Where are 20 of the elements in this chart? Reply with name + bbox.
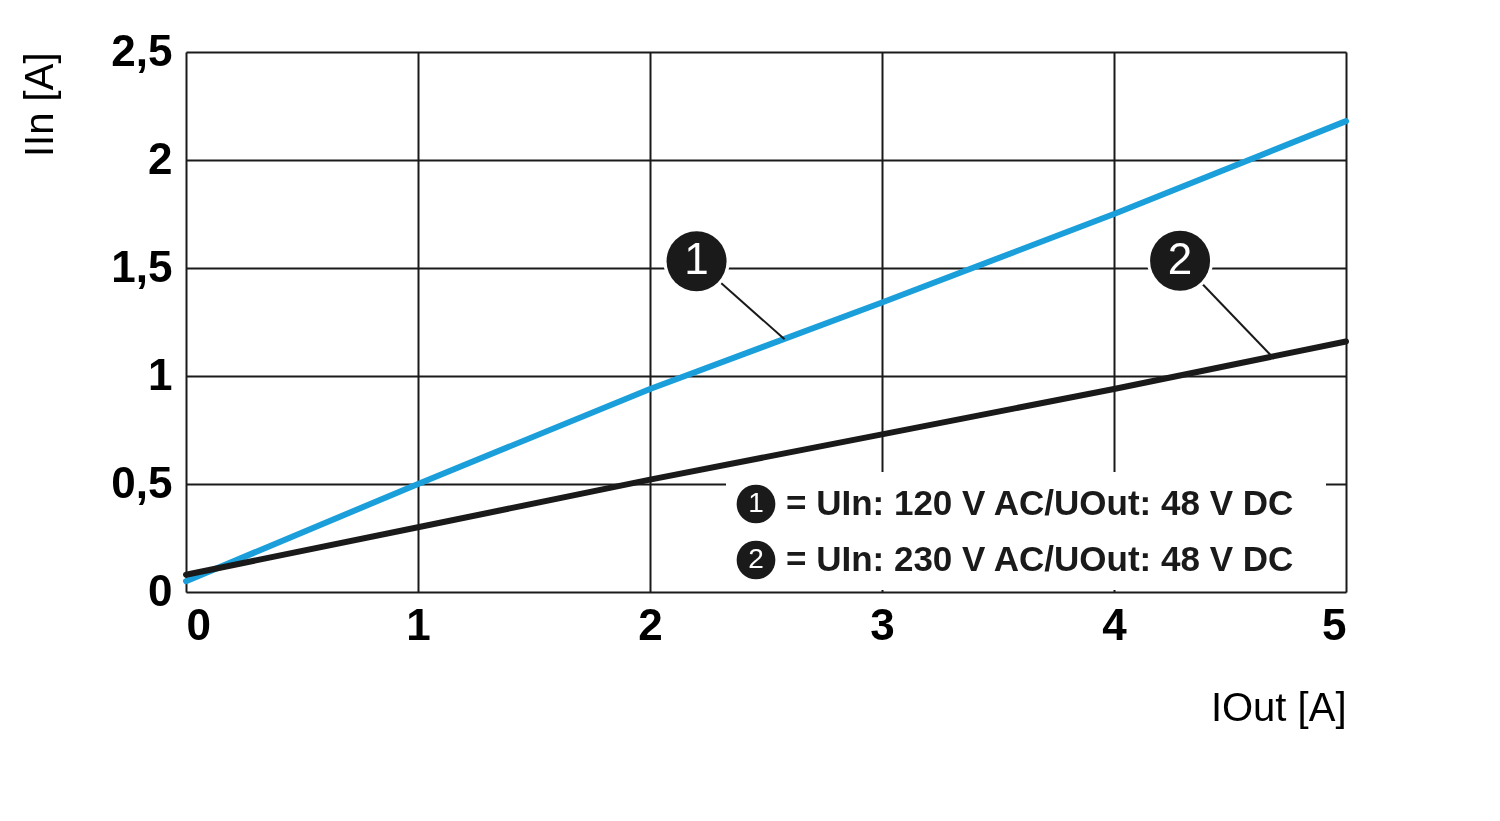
y-axis-title: IIn [A] xyxy=(17,52,62,157)
annotation: = UIn: 230 V AC/UOut: 48 V DC xyxy=(786,539,1294,578)
annotation: 1 xyxy=(684,234,709,284)
y-tick-label: 0,5 xyxy=(111,457,173,507)
x-tick-label: 4 xyxy=(1102,599,1128,649)
y-tick-label: 2,5 xyxy=(111,25,173,75)
x-tick-label: 1 xyxy=(406,599,431,649)
annotation: 2 xyxy=(1167,233,1193,283)
y-tick-label: 1,5 xyxy=(111,241,173,291)
x-tick-label: 0 xyxy=(186,599,211,649)
x-tick-label: 2 xyxy=(638,599,663,649)
x-tick-label: 3 xyxy=(870,599,895,649)
text: 1 xyxy=(748,487,764,518)
y-tick-label: 1 xyxy=(148,349,173,399)
y-tick-label: 0 xyxy=(148,565,173,615)
x-axis-title: IOut [A] xyxy=(1210,684,1347,729)
annotation: = UIn: 120 V AC/UOut: 48 V DC xyxy=(786,483,1294,522)
x-tick-label: 5 xyxy=(1322,599,1347,649)
y-tick-label: 2 xyxy=(148,133,173,183)
text: 2 xyxy=(748,543,764,574)
